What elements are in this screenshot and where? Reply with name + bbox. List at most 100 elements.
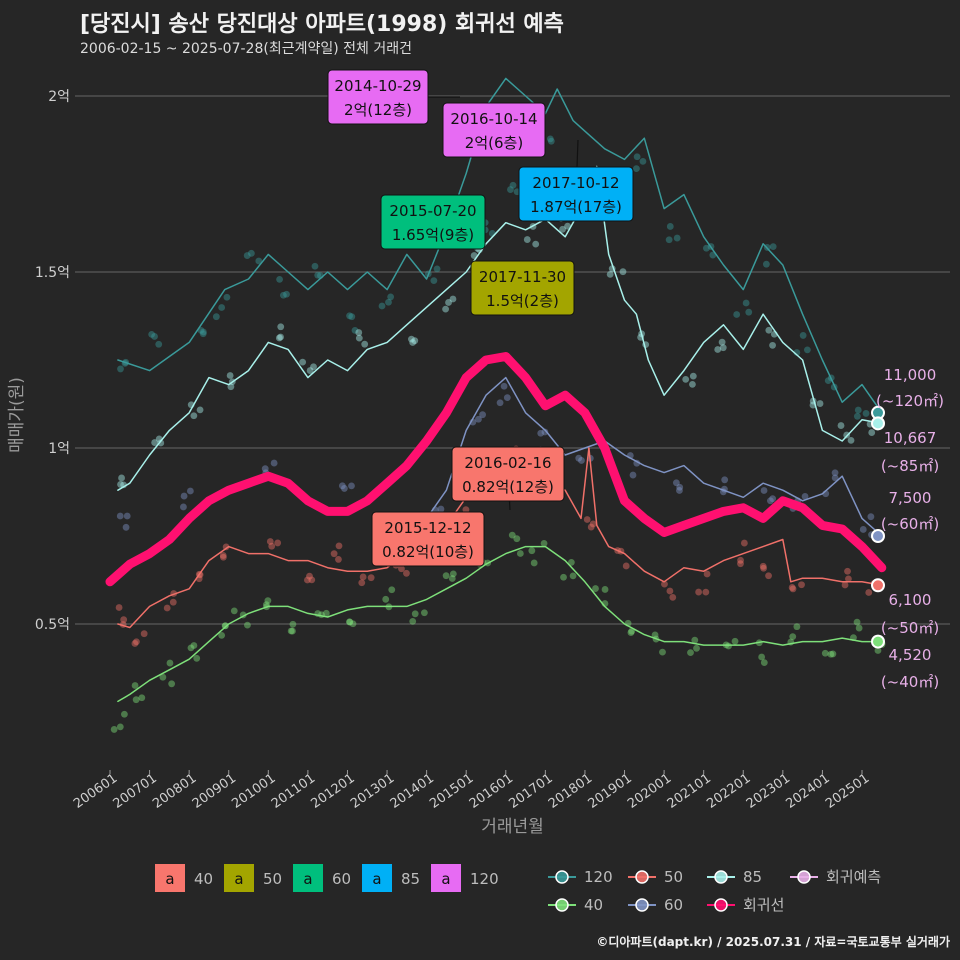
scatter-point [633,165,640,173]
scatter-point [411,610,419,618]
x-tick-label: 201201 [309,771,358,812]
scatter-point [769,341,776,349]
scatter-point [622,562,630,570]
scatter-point [274,539,282,547]
scatter-point [115,604,123,611]
scatter-point [462,506,470,513]
annotation-box [371,511,485,567]
scatter-point [541,428,549,436]
scatter-point [196,406,204,414]
scatter-point [737,560,744,568]
scatter-point [266,538,274,545]
x-tick-label: 202201 [704,771,753,812]
legend-line-marker [555,898,569,912]
scatter-point [268,542,276,550]
scatter-point [449,570,457,578]
scatter-point [853,618,861,626]
legend-box-label: 40 [194,870,213,888]
scatter-point [448,575,456,582]
scatter-point [627,629,635,636]
scatter-point [853,412,861,420]
scatter-point [361,340,369,348]
scatter-point [340,485,348,492]
end-marker-s50 [871,578,885,593]
scatter-point [867,513,875,521]
annotation-date: 2016-02-16 [464,454,551,472]
annotation-box [380,194,486,250]
scatter-point [430,277,438,285]
legend-line-label: 40 [584,896,603,914]
scatter-point [157,439,165,447]
scatter-point [116,723,124,731]
scatter-point [276,275,283,283]
scatter-point [508,531,516,539]
scatter-point [816,400,824,407]
scatter-point [275,334,283,342]
scatter-point [277,323,285,331]
credit-text: ©디아파트(dapt.kr) / 2025.07.31 / 자료=국토교통부 실… [596,935,950,949]
scatter-point [289,627,296,635]
scatter-point [760,564,767,572]
x-tick-label: 200901 [190,771,239,812]
scatter-point [639,157,647,165]
annotation-box [451,446,565,502]
scatter-point [583,516,591,523]
scatter-point [131,682,139,689]
scatter-point [409,339,417,346]
scatter-point [479,411,487,419]
scatter-point [837,422,845,429]
scatter-point [831,474,839,482]
annotation-date: 2017-10-12 [532,174,619,192]
scatter-point [575,454,583,462]
scatter-point [530,559,538,567]
y-axis-title: 매매가(원) [7,377,27,453]
scatter-point [387,293,395,301]
scatter-point [760,487,768,494]
scatter-point [199,330,207,338]
scatter-point [865,589,873,596]
scatter-point [311,262,319,270]
scatter-point [619,268,627,276]
annotation-value: 0.82억(12층) [462,478,554,496]
scatter-point [516,550,524,557]
legend-box-label: 50 [263,870,282,888]
scatter-point [408,335,415,343]
scatter-point [559,225,566,233]
scatter-point [661,580,668,588]
scatter-point [382,595,390,603]
scatter-point [445,299,452,306]
legend-box-swatch [293,864,323,892]
scatter-point [163,604,171,612]
x-tick-label: 200801 [150,771,199,812]
annotation-value: 0.82억(10층) [382,543,474,561]
x-tick-label: 201401 [388,771,437,812]
scatter-point [261,465,269,473]
scatter-point [546,135,554,143]
scatter-point [219,553,227,561]
scatter-point [117,365,124,373]
y-tick-label: 1억 [48,441,70,457]
scatter-point [270,459,278,467]
y-tick-label: 0.5억 [35,617,70,633]
scatter-point [433,265,441,273]
scatter-point [509,181,517,189]
scatter-point [606,270,614,278]
scatter-point [200,328,207,336]
scatter-point [718,338,726,346]
scatter-point [587,523,595,531]
scatter-point [190,412,198,420]
scatter-point [277,333,284,341]
scatter-point [346,312,353,320]
scatter-point [721,476,729,484]
annotation-date: 2015-12-12 [384,519,471,537]
scatter-point [564,222,572,230]
scatter-point [330,550,338,558]
forecast-value: 7,500 [889,489,932,507]
scatter-point [442,572,450,580]
legend-box-swatch [362,864,392,892]
legend-line-label: 85 [743,868,762,886]
scatter-point [346,618,354,626]
scatter-point [827,650,835,658]
x-tick-label: 201301 [348,771,397,812]
scatter-point [187,644,195,652]
